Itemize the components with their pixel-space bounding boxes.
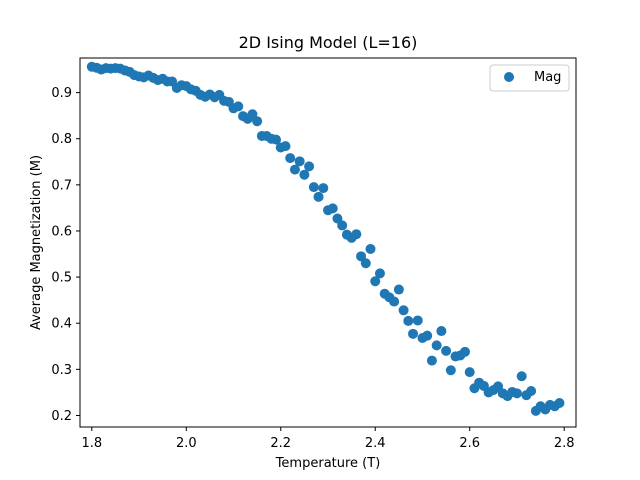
x-tick-label: 2.0: [176, 436, 197, 451]
data-point: [289, 164, 300, 175]
y-tick-label: 0.8: [51, 132, 72, 147]
points-layer: [86, 61, 565, 416]
data-point: [403, 315, 414, 326]
data-point: [337, 220, 348, 231]
chart-title: 2D Ising Model (L=16): [239, 33, 418, 52]
x-tick-label: 2.2: [270, 436, 291, 451]
data-point: [308, 182, 319, 193]
data-point: [233, 101, 244, 112]
data-point: [516, 371, 527, 382]
data-point: [389, 296, 400, 307]
data-point: [445, 365, 456, 376]
x-tick-label: 2.4: [365, 436, 386, 451]
data-point: [459, 346, 470, 357]
legend-box: [489, 64, 570, 92]
y-tick-label: 0.6: [51, 224, 72, 239]
x-tick-label: 2.8: [554, 436, 575, 451]
data-point: [554, 398, 565, 409]
legend-label: Mag: [534, 70, 561, 85]
data-point: [436, 326, 447, 337]
y-ticks: 0.2 0.3 0.4 0.5 0.6 0.7 0.8 0.9: [51, 86, 80, 424]
y-tick-label: 0.7: [51, 178, 72, 193]
y-tick-label: 0.4: [51, 317, 72, 332]
data-point: [422, 330, 433, 341]
plot-frame: [79, 57, 577, 428]
legend: Mag: [489, 64, 570, 92]
y-tick-label: 0.5: [51, 271, 72, 286]
data-point: [304, 161, 315, 172]
data-point: [313, 191, 324, 202]
data-point: [365, 243, 376, 254]
x-axis-label: Temperature (T): [275, 456, 381, 471]
data-point: [285, 153, 296, 164]
y-tick-label: 0.2: [51, 409, 72, 424]
data-point: [398, 305, 409, 316]
data-point: [271, 134, 282, 145]
data-point: [441, 345, 452, 356]
data-point: [351, 229, 362, 240]
y-tick-label: 0.3: [51, 363, 72, 378]
x-ticks: 1.8 2.0 2.2 2.4 2.6 2.8: [81, 427, 575, 451]
x-tick-label: 1.8: [81, 436, 102, 451]
data-point: [318, 183, 329, 194]
legend-marker: [504, 72, 514, 82]
data-point: [408, 328, 419, 339]
data-point: [360, 258, 371, 269]
data-point: [431, 340, 442, 351]
data-point: [280, 141, 291, 152]
axes-layer: [79, 57, 577, 428]
x-tick-label: 2.6: [459, 436, 480, 451]
data-point: [426, 355, 437, 366]
data-point: [299, 169, 310, 180]
data-point: [252, 116, 263, 127]
data-point: [393, 284, 404, 295]
data-point: [370, 276, 381, 287]
data-point: [511, 388, 522, 399]
y-tick-label: 0.9: [51, 86, 72, 101]
y-axis-label: Average Magnetization (M): [29, 155, 44, 330]
data-point: [412, 315, 423, 326]
data-point: [464, 367, 475, 378]
data-point: [526, 386, 537, 397]
data-point: [327, 203, 338, 214]
data-point: [374, 268, 385, 279]
data-point: [294, 156, 305, 167]
